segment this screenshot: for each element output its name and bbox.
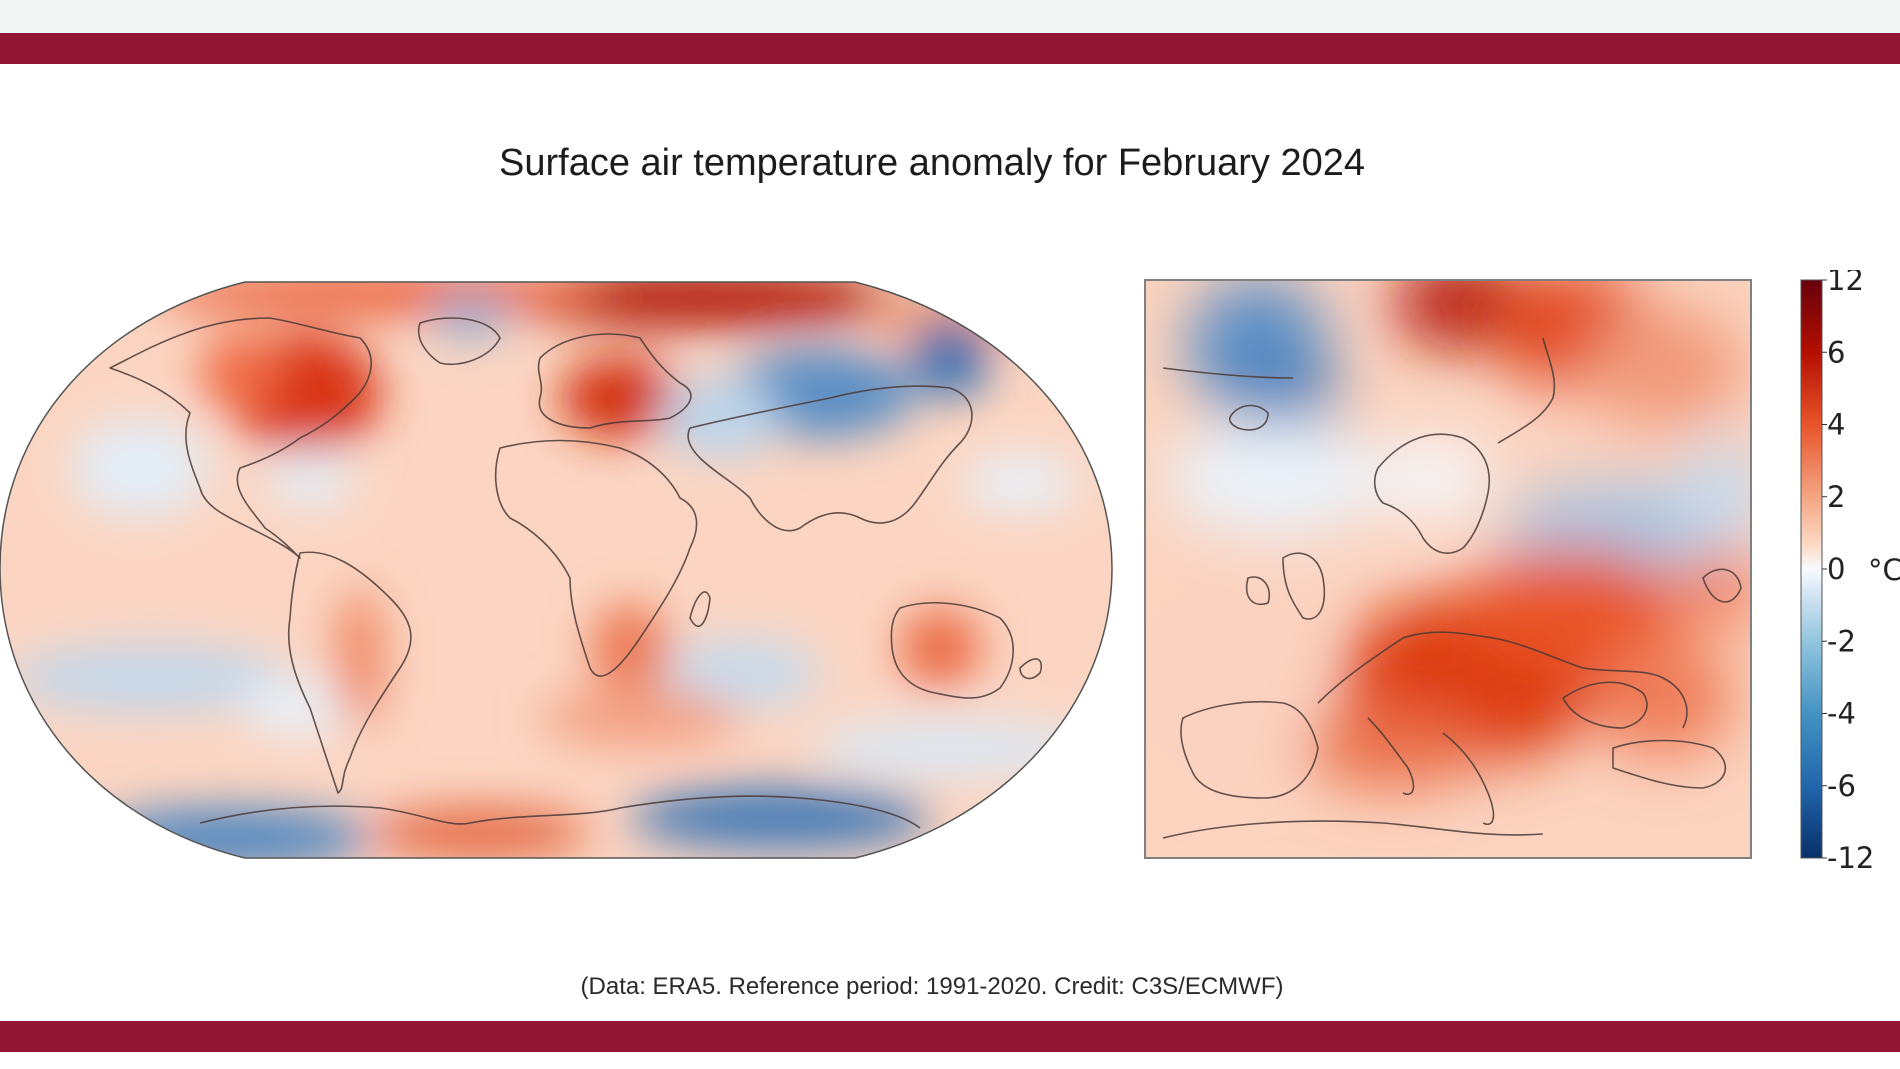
colorbar-tick-label: -12: [1827, 841, 1874, 875]
colorbar-gradient: [1800, 279, 1823, 859]
colorbar-tick-label: -4: [1827, 697, 1856, 731]
europe-coastlines: [1162, 337, 1742, 839]
colorbar-tick-label: 12: [1827, 270, 1864, 297]
top-banner-bar: [0, 33, 1900, 64]
colorbar-tick-label: -6: [1827, 769, 1856, 803]
europe-anomaly-map: [1144, 279, 1752, 859]
bottom-banner-bar: [0, 1021, 1900, 1052]
colorbar: -12 -6 -4 -2 0 2 4 6 12 °C: [1800, 270, 1900, 875]
chart-title: Surface air temperature anomaly for Febr…: [499, 142, 1365, 184]
colorbar-tick-label: 0: [1827, 552, 1845, 586]
colorbar-tick-label: -2: [1827, 624, 1856, 658]
europe-map-frame: [1144, 279, 1752, 859]
world-anomaly-blobs: [10, 282, 1090, 858]
data-credit-caption: (Data: ERA5. Reference period: 1991-2020…: [580, 973, 1284, 1000]
world-coastlines: [109, 317, 1042, 829]
colorbar-ticks: -12 -6 -4 -2 0 2 4 6 12: [1822, 270, 1874, 875]
colorbar-tick-label: 2: [1827, 480, 1845, 514]
colorbar-tick-label: 6: [1827, 335, 1845, 369]
colorbar-tick-label: 4: [1827, 408, 1845, 442]
top-strip: [0, 0, 1900, 33]
colorbar-unit-label: °C: [1868, 553, 1900, 587]
europe-anomaly-blobs: [1145, 280, 1751, 788]
world-map-outline: [0, 281, 1113, 859]
global-anomaly-map: [0, 281, 1113, 859]
